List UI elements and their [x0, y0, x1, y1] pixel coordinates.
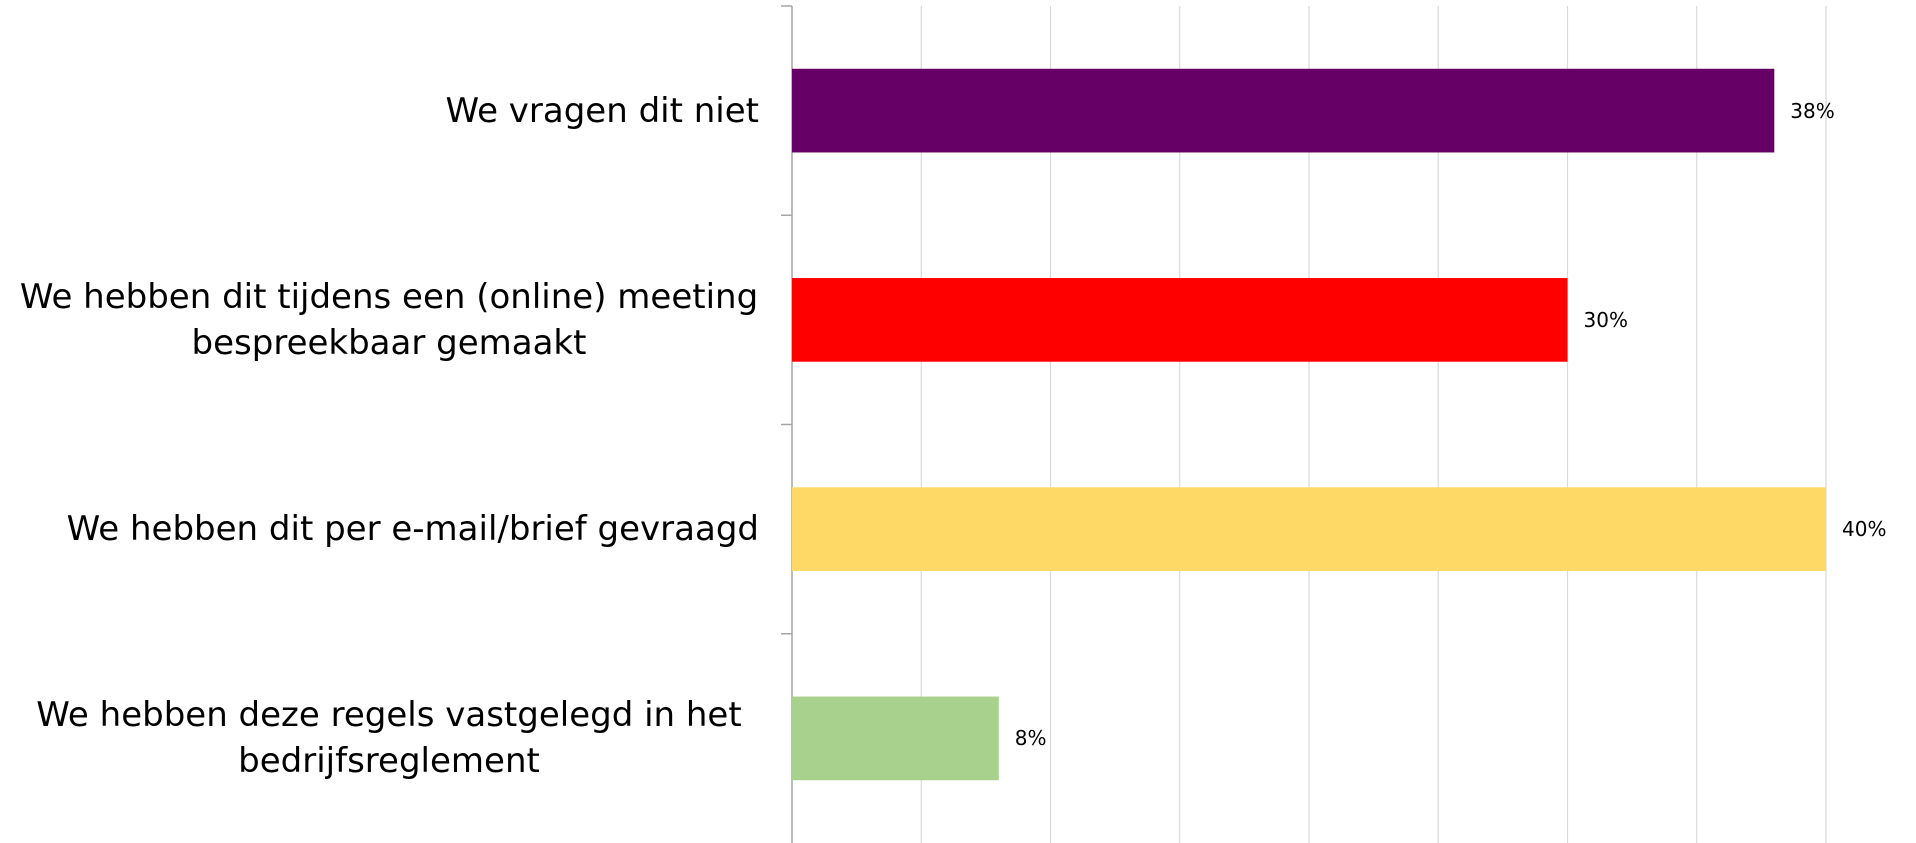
- value-label: 8%: [1014, 726, 1047, 751]
- bar: [792, 68, 1775, 153]
- category-label-box: We hebben dit tijdens een (online) meeti…: [0, 215, 759, 424]
- category-label-box: We vragen dit niet: [0, 6, 759, 215]
- category-label-box: We hebben deze regels vastgelegd in het …: [0, 634, 759, 843]
- category-label: We hebben dit tijdens een (online) meeti…: [19, 276, 759, 363]
- category-label: We vragen dit niet: [445, 90, 759, 131]
- value-label: 38%: [1790, 98, 1835, 123]
- category-label: We hebben dit per e-mail/brief gevraagd: [66, 509, 759, 550]
- category-label: We hebben deze regels vastgelegd in het …: [36, 695, 742, 782]
- value-label: 40%: [1842, 517, 1887, 542]
- value-label: 30%: [1583, 307, 1628, 332]
- category-label-box: We hebben dit per e-mail/brief gevraagd: [0, 425, 759, 634]
- bar: [792, 487, 1826, 571]
- bar: [792, 278, 1568, 362]
- bar: [792, 696, 999, 781]
